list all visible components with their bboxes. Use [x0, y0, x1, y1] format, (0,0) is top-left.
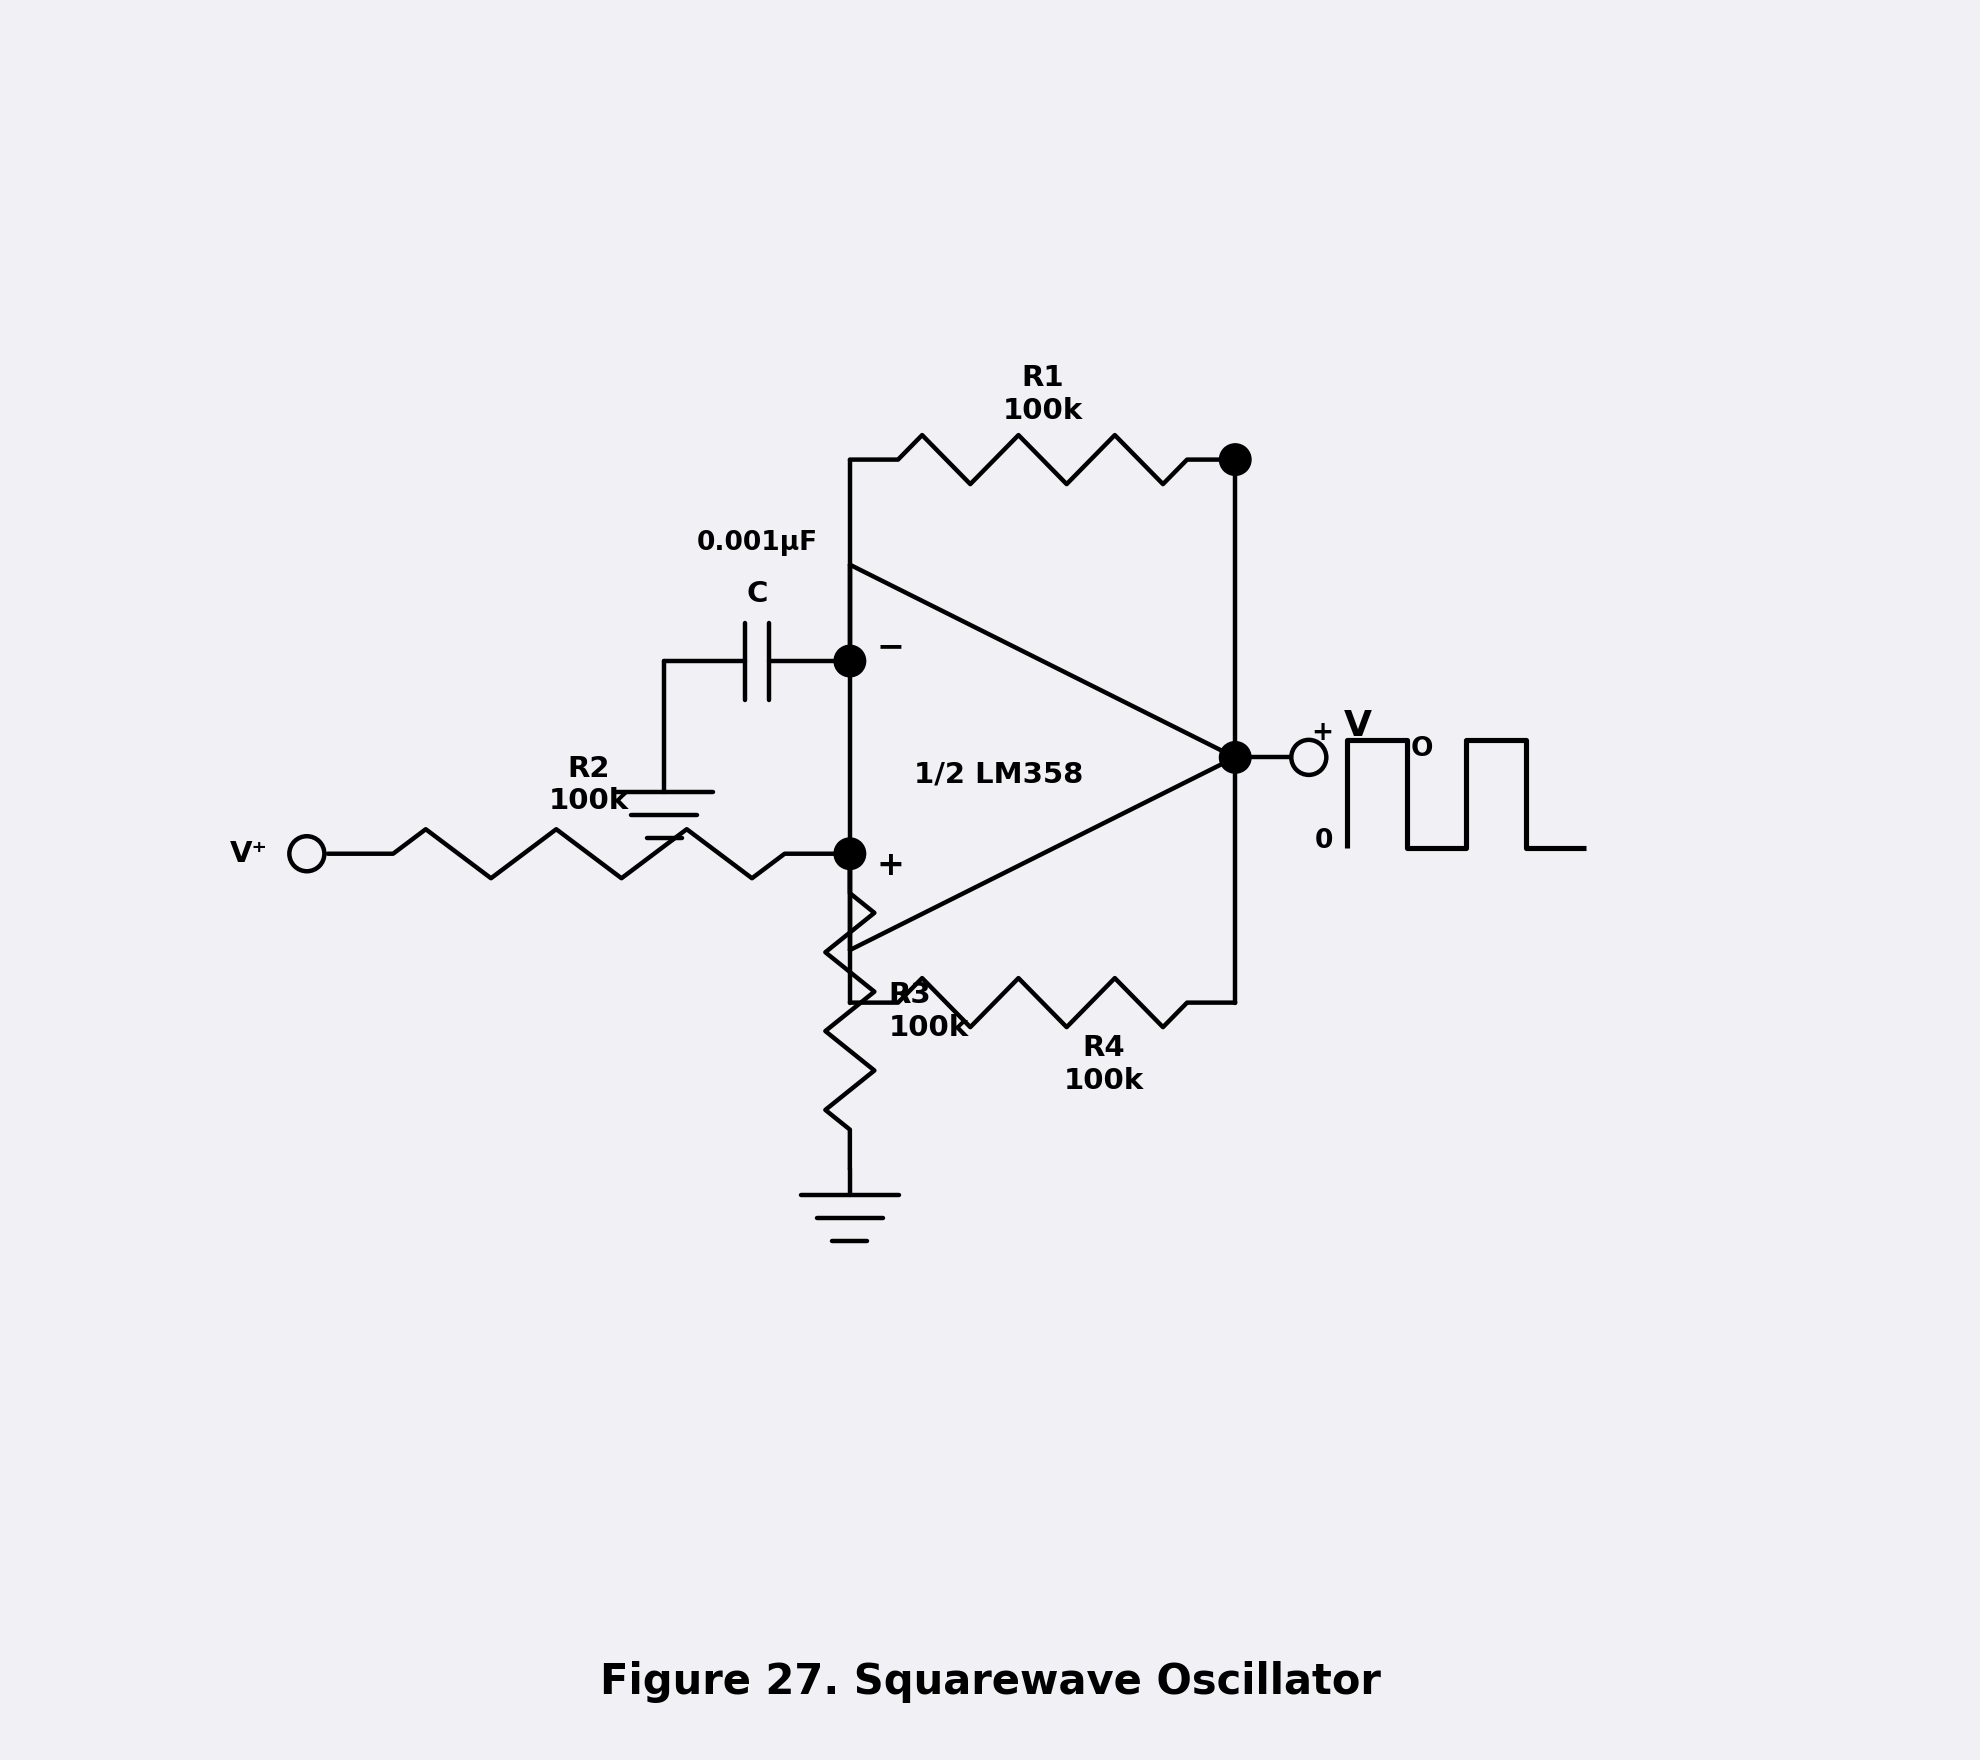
Text: R1
100k: R1 100k [1002, 364, 1083, 424]
Text: +: + [875, 850, 905, 882]
Text: Figure 27. Squarewave Oscillator: Figure 27. Squarewave Oscillator [600, 1661, 1380, 1704]
Text: R3
100k: R3 100k [889, 980, 968, 1042]
Text: V: V [1344, 709, 1372, 743]
Circle shape [834, 838, 865, 869]
Text: R4
100k: R4 100k [1063, 1035, 1144, 1095]
Circle shape [1220, 444, 1251, 475]
Text: O: O [1410, 736, 1434, 762]
Circle shape [834, 646, 865, 678]
Text: +: + [1311, 720, 1333, 746]
Text: C: C [746, 581, 768, 609]
Circle shape [1220, 741, 1251, 773]
Text: 0.001μF: 0.001μF [697, 530, 818, 556]
Text: R2
100k: R2 100k [548, 755, 630, 815]
Text: −: − [875, 630, 905, 664]
Text: 1/2 LM358: 1/2 LM358 [915, 760, 1083, 788]
Text: V⁺: V⁺ [230, 840, 269, 868]
Text: 0: 0 [1315, 829, 1333, 854]
